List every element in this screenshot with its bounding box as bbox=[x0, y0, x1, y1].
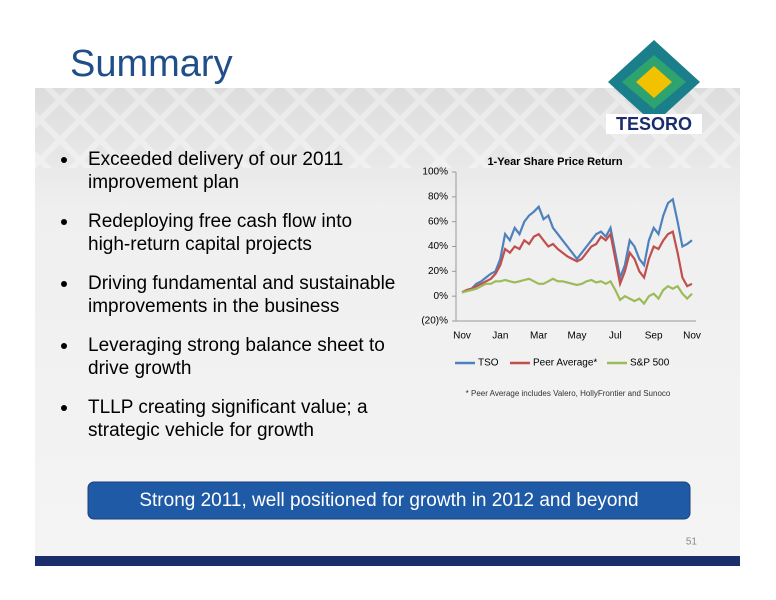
y-tick-label: 40% bbox=[428, 241, 448, 252]
bullet-text: improvements in the business bbox=[88, 296, 339, 317]
chart-title: 1-Year Share Price Return bbox=[487, 156, 622, 168]
y-tick-label: 60% bbox=[428, 216, 448, 227]
x-tick-label: Jan bbox=[492, 331, 508, 342]
bullet-text: strategic vehicle for growth bbox=[88, 420, 314, 441]
y-tick-label: 100% bbox=[422, 167, 448, 178]
x-tick-label: Mar bbox=[530, 331, 548, 342]
logo: TESORO bbox=[606, 40, 702, 134]
bullet-dot bbox=[61, 343, 67, 349]
bullet-dot bbox=[61, 405, 67, 411]
banner-text: Strong 2011, well positioned for growth … bbox=[139, 490, 638, 511]
x-tick-label: May bbox=[568, 331, 587, 342]
legend-label: TSO bbox=[478, 358, 499, 369]
bullet-text: Exceeded delivery of our 2011 bbox=[88, 149, 343, 170]
line-series bbox=[461, 229, 693, 294]
footer-bar bbox=[35, 556, 740, 566]
legend-label: S&P 500 bbox=[630, 358, 670, 369]
bullet-text: Leveraging strong balance sheet to bbox=[88, 335, 385, 356]
x-tick-label: Nov bbox=[453, 331, 471, 342]
bullet-dot bbox=[61, 281, 67, 287]
logo-text: TESORO bbox=[616, 114, 692, 134]
bullet-text: drive growth bbox=[88, 358, 192, 379]
y-tick-label: 20% bbox=[428, 266, 448, 277]
line-series bbox=[461, 197, 693, 294]
y-tick-label: 0% bbox=[434, 291, 449, 302]
line-series bbox=[461, 277, 693, 306]
bullet-dot bbox=[61, 157, 67, 163]
x-tick-label: Sep bbox=[645, 331, 663, 342]
banner-box bbox=[87, 481, 691, 520]
page-number: 51 bbox=[686, 537, 698, 548]
y-tick-label: 80% bbox=[428, 191, 448, 202]
bullet-text: Driving fundamental and sustainable bbox=[88, 273, 395, 294]
footnote: * Peer Average includes Valero, HollyFro… bbox=[466, 389, 671, 398]
bullet-text: TLLP creating significant value; a bbox=[88, 397, 368, 418]
slide-title: Summary bbox=[70, 43, 233, 85]
bullet-text: Redeploying free cash flow into bbox=[88, 211, 352, 232]
bullet-text: improvement plan bbox=[88, 172, 239, 193]
x-tick-label: Nov bbox=[683, 331, 701, 342]
x-tick-label: Jul bbox=[609, 331, 622, 342]
bullet-dot bbox=[61, 219, 67, 225]
y-tick-label: (20)% bbox=[421, 316, 448, 327]
bullet-text: high-return capital projects bbox=[88, 234, 312, 255]
legend-label: Peer Average* bbox=[533, 358, 597, 369]
